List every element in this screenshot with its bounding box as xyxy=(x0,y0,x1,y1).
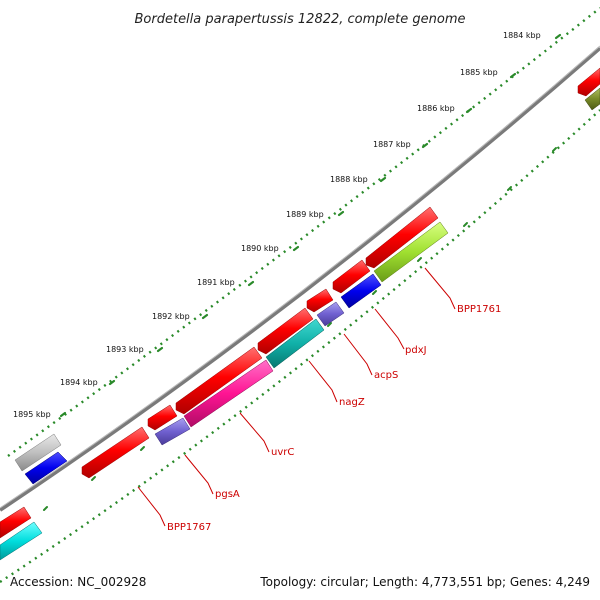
gene-label[interactable]: pgsA xyxy=(215,489,240,500)
forward-strand-genes xyxy=(0,87,600,561)
gene-label[interactable]: nagZ xyxy=(339,397,365,408)
gene-label[interactable]: BPP1767 xyxy=(167,522,211,533)
genome-summary: Topology: circular; Length: 4,773,551 bp… xyxy=(259,575,590,589)
kbp-label: 1891 kbp xyxy=(197,278,235,287)
kbp-label: 1887 kbp xyxy=(373,140,411,149)
gene-nagZ[interactable] xyxy=(257,307,314,355)
kbp-label: 1884 kbp xyxy=(503,31,541,40)
gene-label[interactable]: pdxJ xyxy=(405,345,427,356)
gene-label[interactable]: uvrC xyxy=(271,447,294,458)
kbp-label: 1888 kbp xyxy=(330,175,368,184)
reverse-strand-genes xyxy=(0,67,600,539)
kbp-ticks xyxy=(59,33,562,418)
kbp-labels: 1884 kbp 1885 kbp 1886 kbp 1887 kbp 1888… xyxy=(13,31,541,419)
gene-uvrC[interactable] xyxy=(175,346,263,415)
gene-pdxJ[interactable] xyxy=(332,259,371,294)
gene-left-blue[interactable] xyxy=(24,451,68,485)
kbp-label: 1894 kbp xyxy=(60,378,98,387)
gene-right-red[interactable] xyxy=(577,67,600,97)
gene-left-red[interactable] xyxy=(0,506,32,539)
gene-nagZ-product[interactable] xyxy=(265,318,325,369)
gene-BPP1761[interactable] xyxy=(365,206,439,269)
kbp-label: 1890 kbp xyxy=(241,244,279,253)
kbp-label: 1893 kbp xyxy=(106,345,144,354)
gene-left-gray[interactable] xyxy=(14,433,62,472)
gene-leaders xyxy=(137,267,456,527)
outer-ruler xyxy=(7,7,600,457)
accession-text: Accession: NC_002928 xyxy=(10,575,146,589)
gene-pdxJ-product[interactable] xyxy=(340,273,382,309)
map-title: Bordetella parapertussis 12822, complete… xyxy=(135,12,466,27)
kbp-label: 1889 kbp xyxy=(286,210,324,219)
kbp-label: 1886 kbp xyxy=(417,104,455,113)
gene-labels: BPP1761 pdxJ acpS nagZ uvrC pgsA BPP1767 xyxy=(167,304,501,533)
gene-uvrC-product[interactable] xyxy=(183,359,274,428)
gene-pgsA[interactable] xyxy=(147,404,178,431)
gene-BPP1761-product[interactable] xyxy=(373,221,449,283)
gene-label[interactable]: BPP1761 xyxy=(457,304,501,315)
gene-pgsA-product[interactable] xyxy=(154,417,191,446)
kbp-label: 1895 kbp xyxy=(13,410,51,419)
kbp-label: 1885 kbp xyxy=(460,68,498,77)
gene-right-olive[interactable] xyxy=(584,87,600,111)
kbp-label: 1892 kbp xyxy=(152,312,190,321)
gene-acpS-product[interactable] xyxy=(316,301,345,327)
gene-left-cyan[interactable] xyxy=(0,521,43,561)
gene-BPP1767[interactable] xyxy=(81,426,150,479)
genome-backbone xyxy=(0,46,600,512)
gene-label[interactable]: acpS xyxy=(374,370,398,381)
gene-acpS[interactable] xyxy=(306,288,334,313)
